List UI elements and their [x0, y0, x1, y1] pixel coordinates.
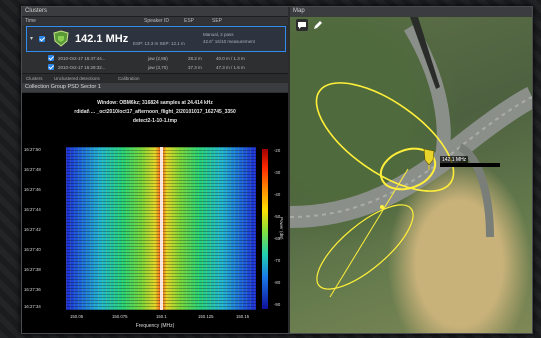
redacted-bar	[440, 163, 500, 167]
spectrogram-image	[66, 147, 256, 310]
tab-unclustered-detections[interactable]: Unclustered detections	[54, 76, 100, 81]
row-sep: 40.0 m / 1.3 m	[216, 56, 245, 61]
row-checkbox[interactable]	[48, 64, 54, 70]
psd-plot: Window: OBM6kz; 316824 samples at 24.414…	[22, 93, 288, 333]
y-tick-label: 16:27:44	[24, 207, 41, 212]
psd-header-line3: detect2-1-10-1.tmp	[132, 118, 178, 124]
row-speaker: jaw (2,86)	[148, 56, 168, 61]
map-panel-title: Map	[290, 7, 532, 16]
road-centerline	[290, 96, 532, 218]
row-time: 2010-Oct-17 16:29:32...	[58, 65, 106, 70]
cluster-sub-row[interactable]: 2010-Oct-17 16:29:32... jaw (3,70) 37.3 …	[26, 63, 284, 72]
comment-icon[interactable]	[296, 19, 308, 31]
x-tick-label: 150.05	[70, 314, 84, 319]
row-esp: 37.3 m	[188, 65, 202, 70]
estimate-point	[380, 205, 384, 209]
cluster-sub-row[interactable]: 2010-Oct-17 16:47:44... jaw (2,86) 28.2 …	[26, 54, 284, 63]
colorbar-tick: -50	[274, 214, 281, 219]
colorbar-tick: -80	[274, 280, 281, 285]
error-ellipse-lower	[316, 204, 414, 290]
satellite-map[interactable]: 142.1 MHz	[290, 17, 532, 333]
row-checkbox[interactable]	[48, 55, 54, 61]
y-tick-label: 16:27:48	[24, 167, 41, 172]
y-tick-label: 16:27:42	[24, 227, 41, 232]
colorbar-tick: -20	[274, 148, 281, 153]
clusters-column-header: Time Speaker ID ESP SEP	[22, 17, 288, 25]
colorbar	[262, 149, 268, 309]
column-time[interactable]: Time	[25, 18, 36, 24]
map-pane: Map 142.1	[290, 7, 532, 333]
taxiway-road	[403, 23, 451, 169]
error-ellipse-large	[315, 82, 455, 192]
cluster-checkbox[interactable]	[39, 36, 45, 42]
bearing-line	[329, 168, 409, 298]
error-ellipse-small	[379, 147, 437, 191]
y-tick-label: 16:27:34	[24, 304, 41, 309]
column-sep[interactable]: SEP	[212, 18, 223, 24]
x-tick-label: 150.1	[156, 314, 167, 319]
row-esp: 28.2 m	[188, 56, 202, 61]
psd-panel-title: Collection Group PSD Sector 1	[22, 83, 288, 92]
column-speaker-id[interactable]: Speaker ID	[144, 18, 170, 24]
left-pane: Clusters Time Speaker ID ESP SEP ▾ 142.1…	[22, 7, 288, 333]
pen-icon[interactable]	[312, 19, 324, 31]
x-tick-label: 150.15	[236, 314, 250, 319]
marker-label: 142.1 MHz	[440, 156, 469, 164]
column-esp[interactable]: ESP	[184, 18, 195, 24]
row-sep: 47.3 m / 1.6 m	[216, 65, 245, 70]
cluster-frequency: 142.1 MHz	[75, 33, 129, 45]
row-time: 2010-Oct-17 16:47:44...	[58, 56, 106, 61]
y-tick-label: 16:27:40	[24, 247, 41, 252]
chevron-down-icon[interactable]: ▾	[30, 36, 34, 42]
dark-strip	[410, 17, 440, 89]
colorbar-label: Power (dB)	[279, 217, 284, 240]
y-tick-label: 16:27:38	[24, 267, 41, 272]
psd-header-line2: rdidat\ ... _oct2010/oct17_afternoon_fli…	[74, 109, 236, 115]
map-overlay	[290, 17, 532, 298]
y-tick-label: 16:27:36	[24, 287, 41, 292]
cluster-status-detail: 42.6° 16/10 measurement	[203, 39, 255, 44]
x-axis-label: Frequency (MHz)	[135, 323, 175, 329]
y-tick-label: 16:27:46	[24, 187, 41, 192]
application-window: Clusters Time Speaker ID ESP SEP ▾ 142.1…	[21, 6, 533, 334]
colorbar-tick: -40	[274, 192, 281, 197]
side-road	[457, 143, 494, 238]
x-tick-label: 150.075	[112, 314, 128, 319]
psd-header-line1: Window: OBM6kz; 316824 samples at 24.414…	[97, 100, 213, 106]
selected-cluster-row[interactable]: ▾ 142.1 MHz ESP: 13.3 m SEP: 12.1 m Manu…	[26, 26, 286, 52]
cluster-status: Manual, 2 pass	[203, 32, 234, 37]
cluster-esp-sep: ESP: 13.3 m SEP: 12.1 m	[133, 41, 185, 46]
colorbar-tick: -60	[274, 236, 281, 241]
colorbar-tick: -30	[274, 170, 281, 175]
tab-calibration[interactable]: Calibration	[118, 76, 140, 81]
y-tick-label: 16:27:50	[24, 147, 41, 152]
carrier-peak-line	[160, 147, 163, 310]
bottom-tabs: Clusters Unclustered detections Calibrat…	[22, 73, 288, 83]
colorbar-tick: -70	[274, 258, 281, 263]
tab-clusters[interactable]: Clusters	[26, 76, 43, 81]
marker-tag-icon	[423, 148, 435, 170]
clusters-panel-title: Clusters	[22, 7, 288, 17]
x-tick-label: 150.125	[198, 314, 214, 319]
colorbar-tick: -90	[274, 302, 281, 307]
runway-road	[290, 86, 532, 228]
tag-shield-icon	[53, 30, 69, 47]
row-speaker: jaw (3,70)	[148, 65, 168, 70]
